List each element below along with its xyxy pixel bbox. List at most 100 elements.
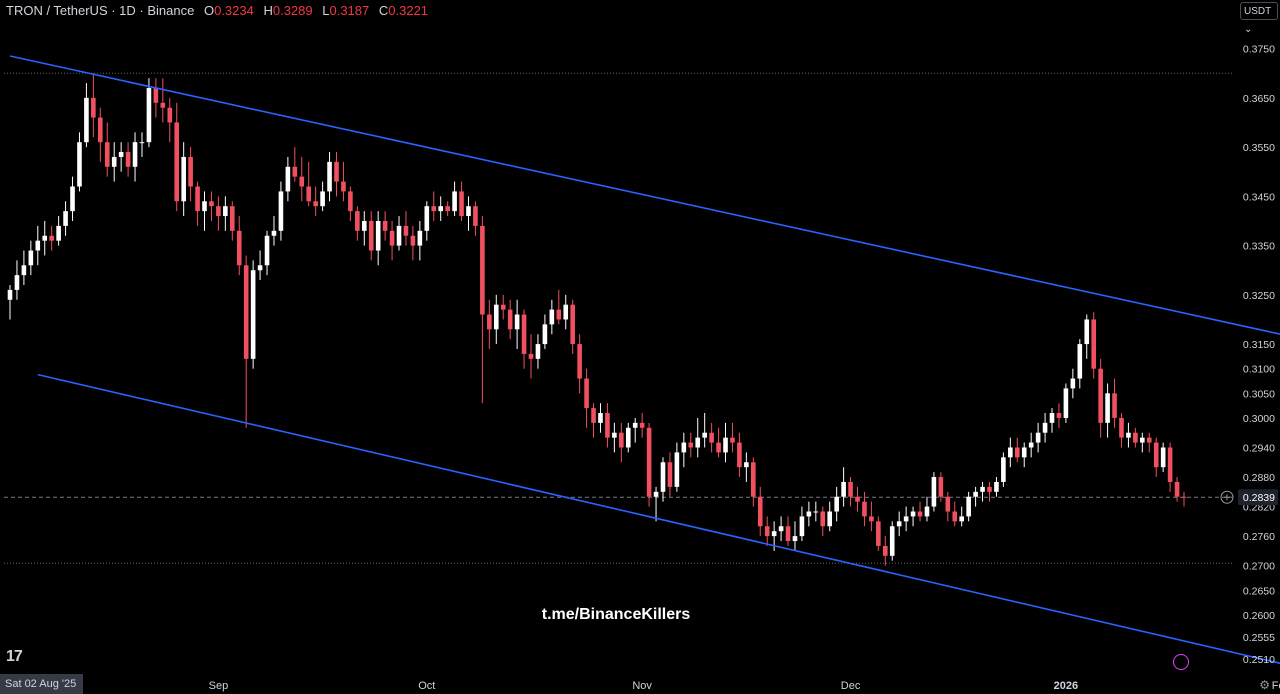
candle-body: [1126, 432, 1131, 438]
candle-body: [882, 545, 888, 556]
candle-body: [21, 265, 27, 276]
candle-body: [813, 511, 819, 513]
candle-body: [160, 102, 166, 108]
candle-body: [132, 142, 138, 167]
crosshair-date-badge: Sat 02 Aug '25: [0, 674, 84, 694]
candle-body: [535, 344, 541, 359]
candle-body: [431, 206, 437, 212]
add-alert-icon[interactable]: [1220, 490, 1234, 504]
candle-body: [56, 225, 61, 241]
price-tick-label: 0.3050: [1243, 388, 1275, 400]
price-tick-label: 0.3650: [1243, 93, 1275, 105]
candle-body: [716, 442, 721, 453]
candle-body: [737, 442, 742, 468]
candle-body: [771, 531, 777, 537]
candle-body: [250, 270, 256, 359]
candle-body: [438, 206, 443, 212]
candle-body: [556, 309, 562, 320]
candle-body: [396, 225, 402, 246]
candle-body: [688, 442, 694, 448]
candle-body: [792, 536, 798, 542]
candle-body: [980, 486, 985, 492]
candle-body: [1001, 457, 1006, 482]
low-value: 0.3187: [329, 3, 370, 18]
candle-body: [410, 235, 416, 246]
candle-body: [111, 156, 117, 167]
candle-body: [876, 521, 881, 546]
candle-body: [174, 122, 180, 202]
candle-body: [785, 526, 791, 542]
candle-body: [702, 432, 707, 438]
candle-body: [14, 275, 20, 290]
price-tick-label: 0.3100: [1243, 364, 1275, 376]
candle-body: [341, 181, 346, 192]
low-label: L: [322, 3, 330, 18]
symbol-legend: TRON / TetherUS · 1D · Binance O0.3234 H…: [6, 3, 428, 18]
candle-body: [778, 526, 784, 532]
candle-body: [764, 526, 770, 537]
price-tick-label: 0.3350: [1243, 241, 1275, 253]
candle-body: [994, 481, 999, 492]
candle-body: [514, 314, 520, 330]
candle-body: [243, 265, 249, 359]
candle-body: [320, 191, 325, 207]
candle-body: [306, 186, 312, 202]
candle-body: [195, 186, 200, 212]
candle-body: [1035, 432, 1041, 443]
candle-body: [1042, 422, 1048, 433]
candle-body: [570, 304, 575, 345]
candle-body: [903, 516, 909, 522]
candle-body: [757, 496, 763, 527]
bolt-icon[interactable]: [1173, 654, 1189, 670]
time-tick-label: Nov: [632, 680, 652, 692]
candle-body: [889, 526, 895, 556]
gear-icon[interactable]: ⚙: [1259, 678, 1270, 692]
candle-body: [125, 152, 131, 167]
candle-body: [118, 152, 124, 157]
price-tick-label: 0.2880: [1243, 472, 1275, 484]
candle-body: [223, 206, 228, 217]
candle-body: [327, 161, 332, 192]
candle-body: [42, 235, 48, 241]
candle-body: [63, 211, 68, 226]
candle-body: [528, 353, 534, 359]
candle-body: [209, 201, 214, 207]
currency-select-button[interactable]: USDT ⌄: [1240, 2, 1278, 35]
candle-body: [153, 88, 159, 103]
candle-body: [1119, 417, 1124, 438]
candle-body: [966, 496, 971, 517]
candle-body: [473, 206, 478, 226]
candle-body: [987, 486, 992, 492]
candle-body: [827, 511, 833, 527]
candle-body: [361, 220, 367, 231]
high-value: 0.3289: [272, 3, 313, 18]
candle-body: [674, 452, 680, 487]
candle-body: [299, 176, 305, 187]
tradingview-logo[interactable]: 17: [6, 648, 23, 665]
candle-body: [542, 324, 548, 345]
candle-body: [938, 477, 944, 497]
candle-body: [681, 442, 687, 453]
current-price-label: 0.2839: [1243, 492, 1275, 504]
symbol-title[interactable]: TRON / TetherUS · 1D · Binance: [6, 3, 195, 18]
candle-body: [1091, 319, 1096, 369]
price-tick-label: 0.3750: [1243, 44, 1275, 56]
open-label: O: [203, 3, 215, 18]
price-tick-label: 0.3250: [1243, 290, 1275, 302]
price-tick-label: 0.2650: [1243, 585, 1275, 597]
candle-body: [348, 191, 353, 212]
candle-body: [799, 516, 805, 537]
candle-body: [417, 230, 423, 246]
candle-body: [917, 511, 923, 517]
candle-body: [695, 437, 701, 448]
candle-body: [820, 511, 826, 527]
candle-body: [292, 166, 298, 177]
candle-body: [1140, 437, 1145, 443]
candle-body: [869, 516, 874, 522]
time-tick-label: Feb: [1272, 680, 1280, 692]
candle-body: [660, 462, 666, 492]
candle-body: [924, 506, 930, 517]
candle-body: [598, 413, 603, 423]
candle-body: [744, 462, 749, 468]
